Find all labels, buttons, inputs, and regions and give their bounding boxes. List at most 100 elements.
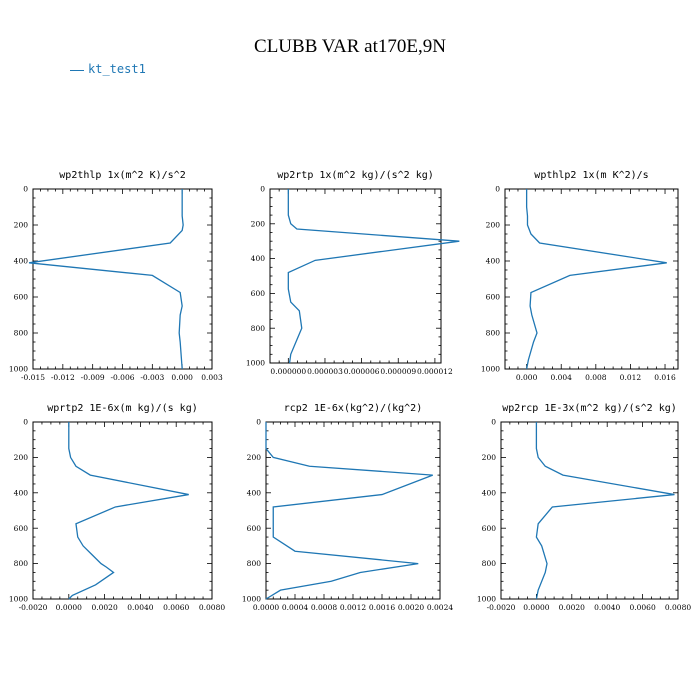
y-tick-label: 800 bbox=[14, 559, 29, 568]
chart-panel-5: rcp2 1E-6x(kg^2)/(kg^2) 0 200 400 600 800 1000… bbox=[242, 403, 453, 612]
y-tick-label: 400 bbox=[247, 488, 262, 497]
y-tick-label: 0 bbox=[260, 185, 265, 194]
x-tick-label: 0.0000 bbox=[56, 603, 82, 612]
x-tick-label: 0.0080 bbox=[665, 603, 691, 612]
y-tick-label: 400 bbox=[486, 257, 501, 266]
series-line-kt_test1 bbox=[28, 189, 184, 370]
panel-title: wprtp2 1E-6x(m kg)/(s kg) bbox=[47, 403, 198, 414]
x-tick-label: -0.003 bbox=[140, 373, 164, 382]
plot-frame bbox=[32, 421, 213, 600]
x-tick-label: -0.0020 bbox=[487, 603, 516, 612]
x-tick-label: 0.0004 bbox=[282, 603, 308, 612]
y-tick-label: 400 bbox=[14, 257, 29, 266]
x-tick-label: 0.003 bbox=[201, 373, 223, 382]
x-tick-label: 0.0040 bbox=[594, 603, 620, 612]
y-tick-label: 1000 bbox=[481, 365, 500, 374]
series-line-kt_test1 bbox=[535, 422, 675, 600]
y-tick-label: 1000 bbox=[246, 359, 265, 368]
panel-title: wp2rcp 1E-3x(m^2 kg)/(s^2 kg) bbox=[502, 403, 677, 414]
y-tick-label: 400 bbox=[251, 254, 266, 263]
x-tick-label: 0.0020 bbox=[91, 603, 117, 612]
x-tick-label: 0.0020 bbox=[559, 603, 585, 612]
x-tick-label: 0.004 bbox=[550, 373, 572, 382]
panel-title: wp2rtp 1x(m^2 kg)/(s^2 kg) bbox=[277, 170, 434, 181]
x-tick-label: 0.008 bbox=[585, 373, 607, 382]
y-tick-label: 600 bbox=[486, 293, 501, 302]
y-tick-label: 800 bbox=[482, 559, 497, 568]
series-line-kt_test1 bbox=[287, 189, 460, 364]
plot-frame bbox=[504, 188, 679, 370]
y-tick-label: 200 bbox=[247, 453, 262, 462]
chart-panel-2: wp2rtp 1x(m^2 kg)/(s^2 kg) 0 200 400 600 800 1… bbox=[246, 170, 460, 376]
x-tick-label: -0.015 bbox=[21, 373, 45, 382]
y-tick-label: 600 bbox=[251, 289, 266, 298]
panel-title: wp2thlp 1x(m^2 K)/s^2 bbox=[59, 170, 185, 181]
x-tick-label: -0.012 bbox=[51, 373, 75, 382]
y-tick-label: 1000 bbox=[242, 595, 261, 604]
y-tick-label: 0 bbox=[491, 418, 496, 427]
x-tick-label: 0.012 bbox=[620, 373, 642, 382]
y-tick-label: 600 bbox=[247, 524, 262, 533]
y-tick-label: 0 bbox=[495, 185, 500, 194]
y-tick-label: 200 bbox=[482, 453, 497, 462]
x-tick-label: -0.009 bbox=[81, 373, 105, 382]
x-tick-label: 0.000 bbox=[516, 373, 538, 382]
y-tick-label: 400 bbox=[482, 488, 497, 497]
chart-panel-3: wpthlp2 1x(m K^2)/s 0 200 400 600 800 1000 0.00… bbox=[481, 170, 679, 382]
y-tick-label: 1000 bbox=[9, 365, 28, 374]
x-tick-label: 0.0040 bbox=[127, 603, 153, 612]
x-tick-label: 0.0060 bbox=[629, 603, 655, 612]
y-tick-label: 600 bbox=[14, 524, 29, 533]
series-line-kt_test1 bbox=[68, 422, 189, 600]
chart-panel-1: wp2thlp 1x(m^2 K)/s^202004006008001000-0… bbox=[9, 170, 223, 382]
legend-line-swatch bbox=[70, 70, 84, 71]
panel-title: rcp2 1E-6x(kg^2)/(kg^2) bbox=[284, 403, 422, 414]
x-tick-label: 0.0000 bbox=[523, 603, 549, 612]
x-tick-label: 0.0020 bbox=[398, 603, 424, 612]
x-tick-label: 0.0060 bbox=[163, 603, 189, 612]
y-tick-label: 800 bbox=[14, 329, 29, 338]
x-tick-label: 0.000006 bbox=[344, 367, 380, 376]
x-tick-label: 0.0008 bbox=[311, 603, 337, 612]
page-title: CLUBB VAR at170E,9N bbox=[254, 36, 446, 57]
x-tick-label: 0.016 bbox=[654, 373, 676, 382]
y-tick-label: 600 bbox=[14, 293, 29, 302]
plot-frame bbox=[32, 188, 213, 370]
series-line-kt_test1 bbox=[265, 422, 433, 600]
chart-panel-6: wp2rcp 1E-3x(m^2 kg)/(s^2 kg) 0 200 400 600 8… bbox=[477, 403, 691, 612]
legend-label: kt_test1 bbox=[88, 62, 146, 76]
panel-title: wpthlp2 1x(m K^2)/s bbox=[534, 170, 648, 181]
y-tick-label: 200 bbox=[14, 453, 29, 462]
y-tick-label: 1000 bbox=[477, 595, 496, 604]
series-line-kt_test1 bbox=[525, 189, 667, 370]
x-tick-label: 0.0016 bbox=[369, 603, 395, 612]
y-tick-label: 200 bbox=[251, 219, 266, 228]
y-tick-label: 0 bbox=[256, 418, 261, 427]
chart-panel-4: wprtp2 1E-6x(m kg)/(s kg) 0 200 400 600 800 10… bbox=[9, 403, 225, 612]
x-tick-label: 0.0012 bbox=[340, 603, 366, 612]
y-tick-label: 0 bbox=[23, 418, 28, 427]
x-tick-label: 0.000012 bbox=[417, 367, 453, 376]
y-tick-label: 400 bbox=[14, 488, 29, 497]
x-tick-label: 0.0080 bbox=[199, 603, 225, 612]
y-tick-label: 800 bbox=[247, 559, 262, 568]
x-tick-label: 0.000000 bbox=[270, 367, 306, 376]
y-tick-label: 0 bbox=[23, 185, 28, 194]
plot-frame bbox=[500, 421, 679, 600]
x-tick-label: 0.000003 bbox=[307, 367, 343, 376]
x-tick-label: 0.000009 bbox=[380, 367, 416, 376]
y-tick-label: 1000 bbox=[9, 595, 28, 604]
x-tick-label: 0.000 bbox=[171, 373, 193, 382]
y-tick-label: 200 bbox=[14, 221, 29, 230]
y-tick-label: 200 bbox=[486, 221, 501, 230]
x-tick-label: 0.0000 bbox=[253, 603, 279, 612]
y-tick-label: 600 bbox=[482, 524, 497, 533]
x-tick-label: 0.0024 bbox=[427, 603, 453, 612]
y-tick-label: 800 bbox=[251, 324, 266, 333]
plot-frame bbox=[265, 421, 441, 600]
y-tick-label: 800 bbox=[486, 329, 501, 338]
x-tick-label: -0.006 bbox=[110, 373, 134, 382]
plot-frame bbox=[269, 188, 442, 364]
x-tick-label: -0.0020 bbox=[19, 603, 48, 612]
